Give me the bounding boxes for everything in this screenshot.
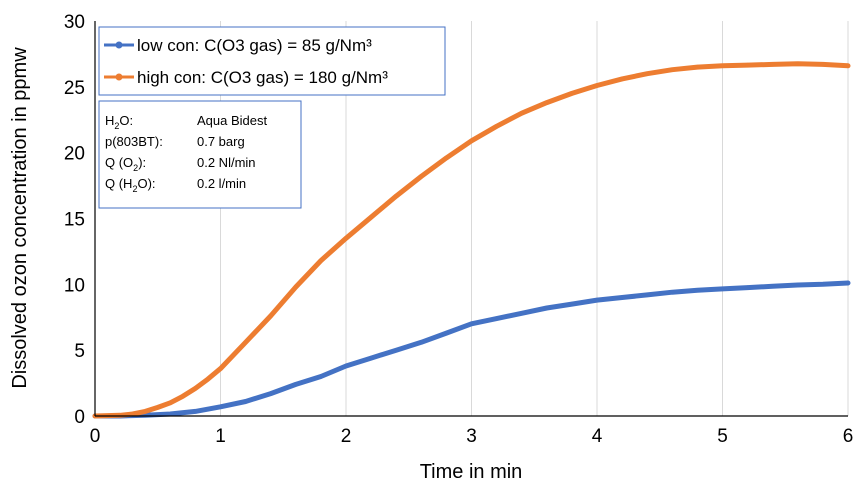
data-point xyxy=(820,282,826,287)
y-tick-label: 30 xyxy=(64,12,85,33)
data-point xyxy=(795,282,800,288)
data-point xyxy=(519,311,524,316)
data-point xyxy=(845,280,851,286)
param-label-pressure: p(803BT): xyxy=(105,134,163,149)
y-tick-label: 25 xyxy=(64,78,85,99)
parameters-box-frame xyxy=(98,100,302,209)
data-point xyxy=(695,64,700,70)
data-point xyxy=(494,124,499,129)
param-label-water-flow: Q (H2O): xyxy=(105,176,156,194)
data-point xyxy=(619,295,625,300)
data-point xyxy=(544,305,549,311)
data-point xyxy=(419,174,424,179)
data-point xyxy=(343,363,349,369)
y-tick-label: 15 xyxy=(64,210,85,231)
data-point xyxy=(770,284,775,289)
data-point xyxy=(845,63,851,68)
y-tick-labels: 0 5 10 15 20 25 30 xyxy=(64,12,85,428)
data-point xyxy=(368,214,374,220)
data-point xyxy=(569,91,575,96)
data-point xyxy=(243,399,248,404)
data-point xyxy=(117,413,123,418)
x-tick-label: 4 xyxy=(592,426,603,447)
legend: low con: C(O3 gas) = 85 g/Nm³ high con: … xyxy=(98,26,446,96)
data-point xyxy=(745,62,750,68)
data-point xyxy=(318,258,324,263)
param-label-oxygen-flow: Q (O2): xyxy=(105,155,146,173)
data-point xyxy=(318,374,324,379)
data-point xyxy=(168,411,173,417)
data-point xyxy=(469,321,474,327)
data-point xyxy=(193,386,198,391)
data-point xyxy=(444,330,449,336)
parameters-box: H2O: Aqua Bidest p(803BT): 0.7 barg Q (O… xyxy=(98,100,302,209)
param-value-water: Aqua Bidest xyxy=(197,113,267,128)
data-point xyxy=(293,284,298,290)
data-point xyxy=(168,400,173,406)
data-point xyxy=(544,100,549,105)
data-point xyxy=(494,316,499,321)
param-value-pressure: 0.7 barg xyxy=(197,134,245,149)
data-point xyxy=(594,83,600,88)
data-point xyxy=(394,193,399,199)
series-lines xyxy=(92,61,851,419)
data-point xyxy=(130,411,135,417)
data-point xyxy=(368,355,374,361)
x-tick-labels: 0 1 2 3 4 5 6 xyxy=(90,426,853,447)
legend-label-high: high con: C(O3 gas) = 180 g/Nm³ xyxy=(137,68,388,87)
legend-label-low: low con: C(O3 gas) = 85 g/Nm³ xyxy=(137,36,372,55)
data-point xyxy=(645,71,650,76)
data-point xyxy=(394,347,399,353)
data-point xyxy=(218,404,223,409)
legend-marker-low xyxy=(115,41,123,49)
data-point xyxy=(695,288,700,293)
data-point xyxy=(820,62,826,67)
y-tick-label: 5 xyxy=(74,341,85,362)
data-point xyxy=(770,62,775,67)
data-point xyxy=(619,76,625,82)
data-point xyxy=(143,409,148,414)
param-label-water: H2O: xyxy=(105,113,133,131)
data-point xyxy=(343,236,349,241)
y-tick-label: 20 xyxy=(64,144,85,165)
legend-box xyxy=(98,26,446,96)
y-tick-label: 10 xyxy=(64,275,85,296)
data-point xyxy=(293,382,298,387)
y-axis-label: Dissolved ozon concentration in ppmw xyxy=(9,47,31,389)
data-point xyxy=(243,340,248,345)
data-point xyxy=(720,63,725,68)
y-tick-label: 0 xyxy=(74,407,85,428)
data-point xyxy=(645,292,650,298)
data-point xyxy=(268,391,273,396)
data-point xyxy=(268,313,273,319)
data-point xyxy=(419,340,424,345)
x-axis-label: Time in min xyxy=(420,461,523,483)
data-point xyxy=(193,409,198,414)
data-point xyxy=(469,138,474,144)
data-point xyxy=(795,61,800,66)
data-point xyxy=(205,376,211,382)
param-value-water-flow: 0.2 l/min xyxy=(197,176,246,191)
data-point xyxy=(594,297,600,303)
data-point xyxy=(218,366,223,371)
legend-marker-high xyxy=(115,73,123,81)
x-tick-label: 0 xyxy=(90,426,101,447)
x-tick-label: 3 xyxy=(466,426,477,447)
x-tick-label: 1 xyxy=(215,426,226,447)
x-tick-label: 6 xyxy=(843,426,853,447)
data-point xyxy=(155,405,160,410)
param-value-oxygen-flow: 0.2 Nl/min xyxy=(197,155,256,170)
data-point xyxy=(670,67,675,72)
data-point xyxy=(745,285,750,290)
x-tick-label: 5 xyxy=(717,426,728,447)
data-point xyxy=(180,394,186,399)
data-point xyxy=(444,155,449,161)
data-point xyxy=(720,286,725,292)
data-point xyxy=(670,290,675,295)
x-tick-label: 2 xyxy=(341,426,352,447)
data-point xyxy=(519,110,524,116)
axes xyxy=(94,21,848,417)
data-point xyxy=(569,301,575,307)
